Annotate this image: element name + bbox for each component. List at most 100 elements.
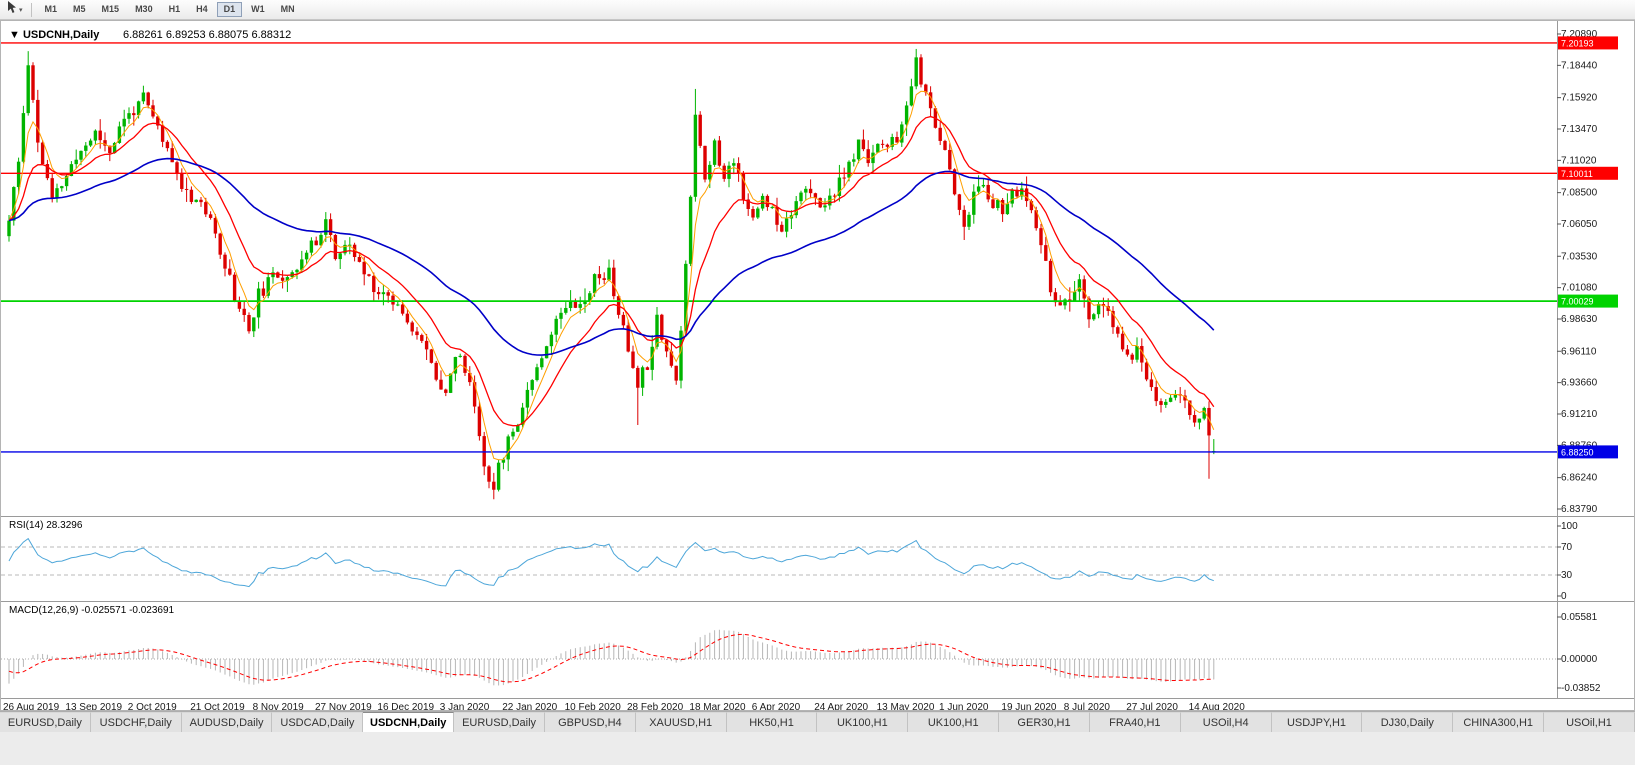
svg-text:27 Jul 2020: 27 Jul 2020	[1126, 702, 1178, 710]
svg-text:0.00000: 0.00000	[1561, 654, 1598, 665]
svg-text:13 Sep 2019: 13 Sep 2019	[65, 702, 122, 710]
svg-text:3 Jan 2020: 3 Jan 2020	[440, 702, 490, 710]
chart-tab-audusd-daily[interactable]: AUDUSD,Daily	[181, 712, 273, 732]
svg-text:26 Aug 2019: 26 Aug 2019	[3, 702, 60, 710]
svg-text:2 Oct 2019: 2 Oct 2019	[128, 702, 177, 710]
svg-text:7.06050: 7.06050	[1561, 219, 1598, 230]
chart-tab-usoil-h1[interactable]: USOil,H1	[1544, 712, 1635, 732]
svg-text:6.91210: 6.91210	[1561, 409, 1598, 420]
svg-text:0: 0	[1561, 591, 1567, 602]
chart-title-ohlc: 6.88261 6.89253 6.88075 6.88312	[123, 29, 291, 41]
chart-tab-gbpusd-h4[interactable]: GBPUSD,H4	[544, 712, 636, 732]
svg-text:7.08500: 7.08500	[1561, 188, 1598, 199]
timeframe-button-m1[interactable]: M1	[38, 2, 65, 17]
svg-text:7.15920: 7.15920	[1561, 93, 1598, 104]
ma-line-5	[8, 90, 1215, 461]
svg-text:8 Jul 2020: 8 Jul 2020	[1064, 702, 1111, 710]
svg-text:7.00029: 7.00029	[1561, 297, 1594, 307]
svg-text:7.13470: 7.13470	[1561, 124, 1598, 135]
chart-tab-ger30-h1[interactable]: GER30,H1	[999, 712, 1090, 732]
timeframe-buttons: M1 M5 M15 M30 H1 H4 D1 W1 MN	[37, 0, 303, 19]
panel-separators	[1, 21, 1634, 699]
svg-text:18 Mar 2020: 18 Mar 2020	[689, 702, 746, 710]
chart-tabbar: EURUSD,Daily USDCHF,Daily AUDUSD,Daily USDC…	[0, 711, 1635, 732]
price-tag-7.10011: 7.10011	[1558, 166, 1618, 180]
chart-title: ▼ USDCNH,Daily 6.88261 6.89253 6.88075 6.…	[9, 29, 291, 616]
svg-text:7.10011: 7.10011	[1561, 169, 1593, 179]
rsi-panel	[1, 537, 1557, 588]
svg-text:1 Jun 2020: 1 Jun 2020	[939, 702, 989, 710]
svg-text:30: 30	[1561, 570, 1573, 581]
horizontal-level-lines	[1, 42, 1557, 453]
svg-text:100: 100	[1561, 521, 1578, 532]
svg-text:28 Feb 2020: 28 Feb 2020	[627, 702, 684, 710]
chart-tab-usdchf-daily[interactable]: USDCHF,Daily	[90, 712, 182, 732]
chart-tab-usdcnh-daily[interactable]: USDCNH,Daily	[363, 712, 455, 732]
svg-text:6.86240: 6.86240	[1561, 473, 1598, 484]
chart-tab-uk100-h1[interactable]: UK100,H1	[908, 712, 1000, 732]
chart-tab-usdcad-daily[interactable]: USDCAD,Daily	[272, 712, 364, 732]
timeframe-button-w1[interactable]: W1	[244, 2, 272, 17]
svg-text:6.93660: 6.93660	[1561, 378, 1598, 389]
time-axis: 26 Aug 2019 13 Sep 2019 2 Oct 2019 21 Oct 2…	[3, 702, 1245, 710]
timeframe-button-h4[interactable]: H4	[189, 2, 215, 17]
price-tag-7.20193: 7.20193	[1558, 36, 1618, 50]
timeframe-button-m15[interactable]: M15	[95, 2, 127, 17]
price-tag-7.00029: 7.00029	[1558, 294, 1618, 308]
svg-text:7.01080: 7.01080	[1561, 283, 1598, 294]
chart-tab-xauusd-h1[interactable]: XAUUSD,H1	[635, 712, 727, 732]
chart-tab-fra40-h1[interactable]: FRA40,H1	[1089, 712, 1181, 732]
timeframe-button-d1[interactable]: D1	[216, 2, 243, 17]
timeframe-button-h1[interactable]: H1	[162, 2, 188, 17]
timeframe-button-m30[interactable]: M30	[128, 2, 160, 17]
svg-text:13 May 2020: 13 May 2020	[877, 702, 935, 710]
svg-text:0.05581: 0.05581	[1561, 612, 1598, 623]
svg-text:22 Jan 2020: 22 Jan 2020	[502, 702, 557, 710]
price-axis: 7.20890 7.18440 7.15920 7.13470 7.11020 7.085…	[1557, 29, 1618, 694]
ma-line-14	[8, 115, 1215, 427]
price-tag-6.88250: 6.88250	[1558, 445, 1618, 459]
chart-tab-dj30-daily[interactable]: DJ30,Daily	[1362, 712, 1454, 732]
svg-text:6.88250: 6.88250	[1561, 447, 1594, 457]
chart-canvas[interactable]: 7.20890 7.18440 7.15920 7.13470 7.11020 7.085…	[1, 21, 1634, 710]
svg-text:8 Nov 2019: 8 Nov 2019	[253, 702, 305, 710]
chart-title-symbol: ▼ USDCNH,Daily	[9, 29, 100, 41]
rsi-label: RSI(14) 28.3296	[9, 520, 83, 531]
chevron-down-icon: ▾	[19, 6, 23, 14]
candlestick-series	[7, 48, 1216, 500]
svg-text:21 Oct 2019: 21 Oct 2019	[190, 702, 245, 710]
rsi-line	[8, 537, 1214, 588]
svg-text:6.98630: 6.98630	[1561, 314, 1598, 325]
chart-tab-china300-h1[interactable]: CHINA300,H1	[1453, 712, 1545, 732]
svg-text:24 Apr 2020: 24 Apr 2020	[814, 702, 868, 710]
timeframe-button-mn[interactable]: MN	[274, 2, 302, 17]
svg-text:7.03530: 7.03530	[1561, 251, 1598, 262]
toolbar: ▾ M1 M5 M15 M30 H1 H4 D1 W1 MN	[0, 0, 1635, 20]
svg-text:10 Feb 2020: 10 Feb 2020	[565, 702, 622, 710]
chart-tab-hk50-h1[interactable]: HK50,H1	[726, 712, 818, 732]
svg-text:27 Nov 2019: 27 Nov 2019	[315, 702, 372, 710]
svg-text:7.11020: 7.11020	[1561, 155, 1597, 166]
svg-text:6.83790: 6.83790	[1561, 504, 1598, 515]
svg-text:70: 70	[1561, 542, 1573, 553]
chart-tab-eurusd-daily[interactable]: EURUSD,Daily	[0, 712, 91, 732]
macd-label: MACD(12,26,9) -0.025571 -0.023691	[9, 605, 175, 616]
cursor-arrow-icon	[6, 0, 18, 19]
chart-tab-uk100-h1[interactable]: UK100,H1	[817, 712, 909, 732]
cursor-tool-button[interactable]: ▾	[3, 0, 26, 20]
svg-text:7.20193: 7.20193	[1561, 38, 1594, 48]
chart-tab-eurusd-daily[interactable]: EURUSD,Daily	[454, 712, 545, 732]
chart-tab-usoil-h4[interactable]: USOil,H4	[1180, 712, 1272, 732]
moving-averages	[8, 90, 1215, 461]
macd-panel	[1, 629, 1557, 686]
svg-text:7.20890: 7.20890	[1561, 29, 1598, 40]
svg-text:6 Apr 2020: 6 Apr 2020	[752, 702, 801, 710]
bottom-strip	[0, 732, 1635, 765]
chart-window: 7.20890 7.18440 7.15920 7.13470 7.11020 7.085…	[0, 20, 1635, 711]
svg-text:19 Jun 2020: 19 Jun 2020	[1001, 702, 1056, 710]
ma-line-50	[8, 157, 1215, 356]
chart-tab-usdjpy-h1[interactable]: USDJPY,H1	[1271, 712, 1363, 732]
timeframe-button-m5[interactable]: M5	[66, 2, 93, 17]
svg-text:7.18440: 7.18440	[1561, 60, 1598, 71]
